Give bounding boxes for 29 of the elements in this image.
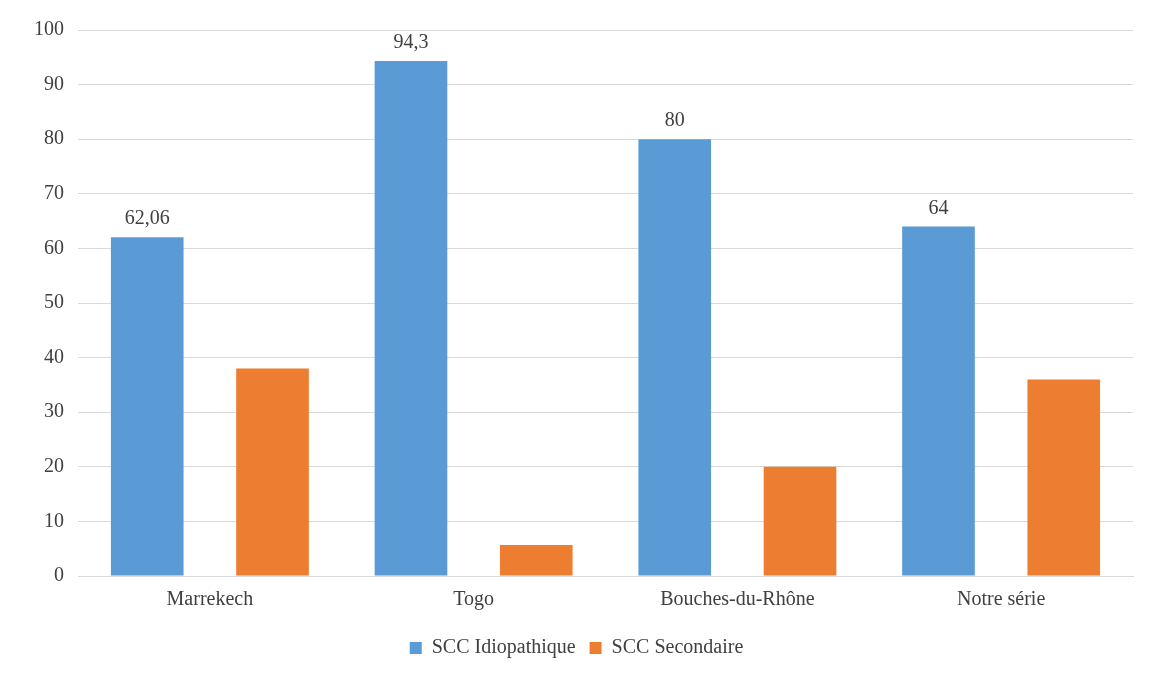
y-tick-label: 10 [44,508,64,531]
x-tick-label: Marrekech [166,587,254,610]
data-label: 62,06 [124,206,170,229]
x-tick-label: Notre série [956,587,1046,610]
data-label: 80 [664,108,685,131]
y-tick-label: 90 [44,71,64,94]
y-tick-label: 100 [34,17,64,40]
y-tick-label: 70 [44,181,64,204]
data-label: 64 [928,195,949,218]
y-tick-label: 50 [44,290,64,313]
y-tick-label: 40 [44,344,64,367]
data-label: 94,3 [393,30,429,53]
bar [763,466,837,576]
y-tick-label: 0 [54,563,64,586]
bar [638,139,712,576]
y-tick-label: 30 [44,399,64,422]
bar [236,368,309,576]
bar [374,61,448,576]
bar [902,226,975,576]
y-tick-label: 80 [44,126,64,149]
legend-label: SCC Idiopathique [431,635,576,659]
legend-label: SCC Secondaire [611,635,744,658]
bar [499,544,573,576]
x-tick-label: Togo [453,587,495,611]
x-tick-label: Bouches-du-Rhône [660,587,815,610]
bar [110,237,184,576]
bar [1027,379,1101,576]
y-tick-label: 60 [44,235,64,258]
y-tick-label: 20 [44,454,64,477]
